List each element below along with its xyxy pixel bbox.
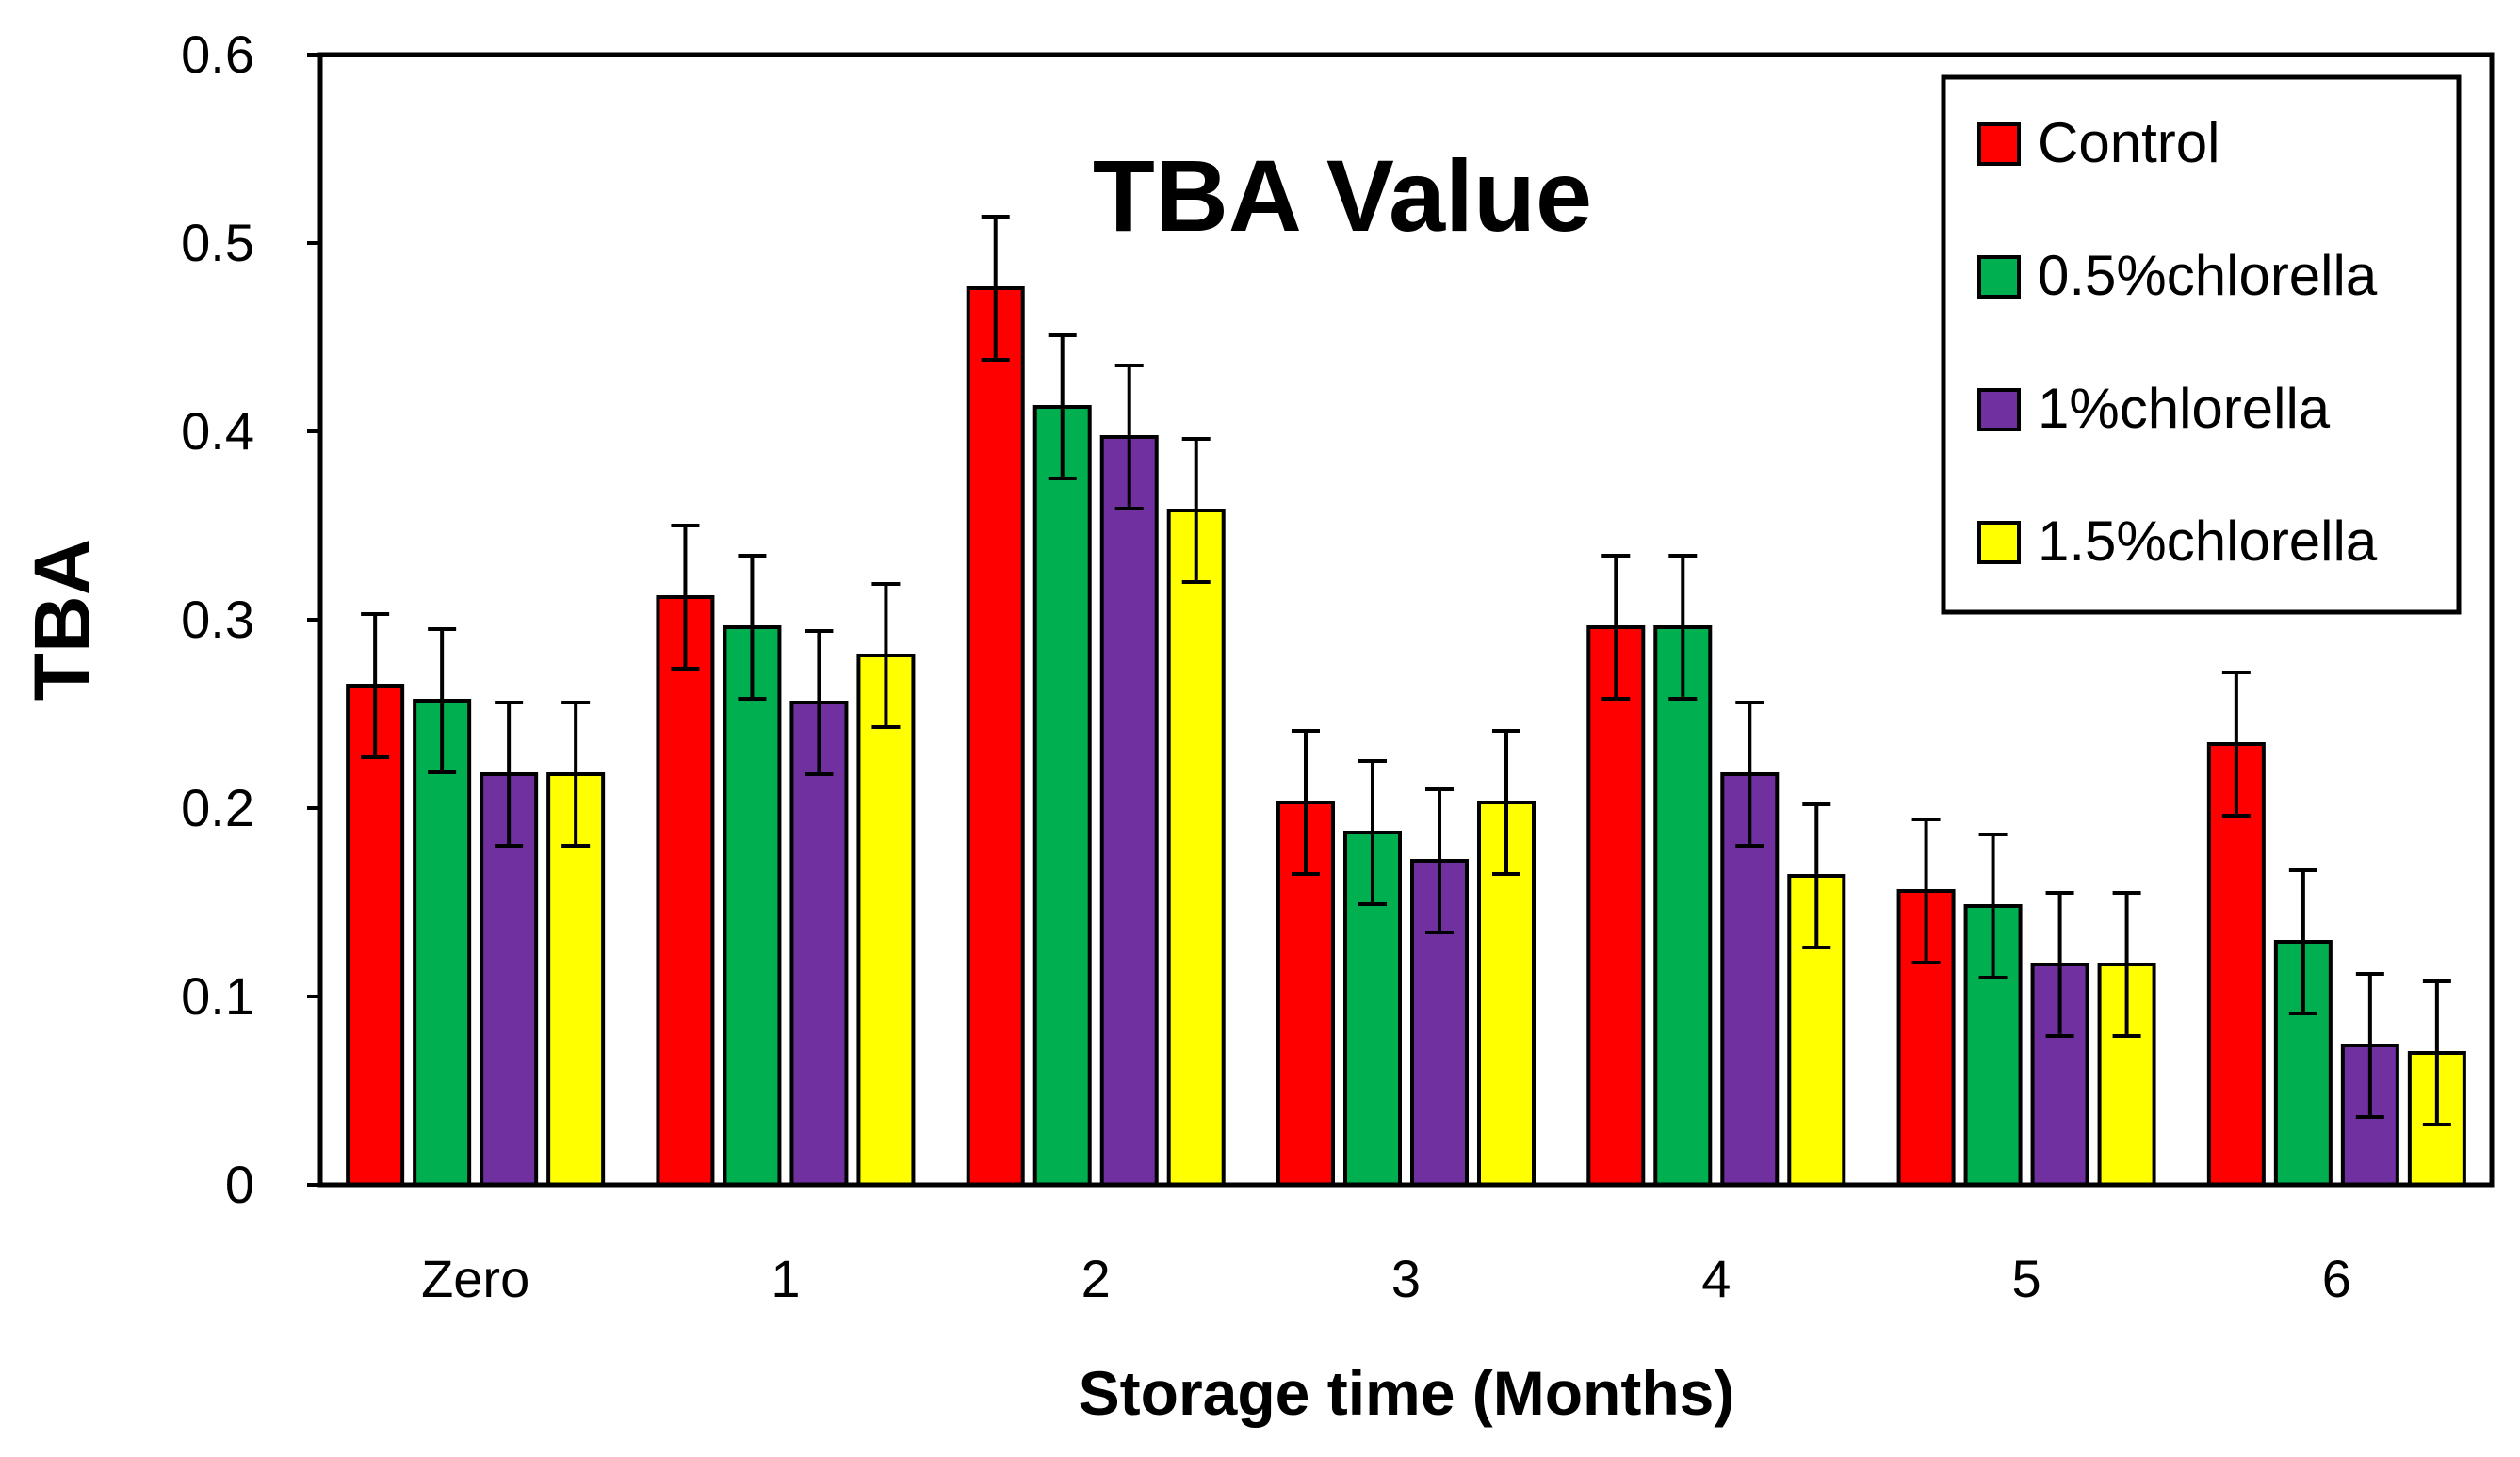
- bar-3-0: [546, 772, 606, 1187]
- bar-1-4: [1653, 625, 1713, 1187]
- x-tick-label: 6: [2322, 1249, 2351, 1308]
- legend-swatch-3: [1977, 521, 2021, 564]
- legend-label-0: Control: [2038, 111, 2219, 174]
- y-tick-label: 0: [225, 1155, 254, 1214]
- y-tick-label: 0.4: [181, 401, 254, 461]
- legend-swatch-1: [1977, 255, 2021, 299]
- y-tick-label: 0.3: [181, 590, 254, 649]
- bar-2-2: [1099, 435, 1159, 1187]
- x-tick-label: 5: [2011, 1249, 2040, 1308]
- legend-label-3: 1.5%chlorella: [2038, 510, 2378, 573]
- bar-1-1: [723, 625, 782, 1187]
- x-tick-label: 1: [771, 1249, 800, 1308]
- x-tick-label: Zero: [421, 1249, 529, 1308]
- bar-0-2: [966, 286, 1025, 1187]
- legend: Control 0.5%chlorella 1%chlorella 1.5%chlor…: [1941, 74, 2462, 615]
- bar-3-1: [856, 654, 916, 1187]
- bar-0-4: [1586, 625, 1646, 1187]
- x-tick-label: 2: [1081, 1249, 1111, 1308]
- bar-3-2: [1166, 509, 1226, 1187]
- bar-0-1: [656, 595, 715, 1187]
- legend-label-1: 0.5%chlorella: [2038, 244, 2378, 307]
- y-axis-label: TBA: [18, 539, 106, 702]
- y-tick-label: 0.2: [181, 778, 254, 837]
- bar-0-0: [346, 684, 405, 1187]
- legend-swatch-0: [1977, 122, 2021, 166]
- y-axis-ticks: 0 0.1 0.2 0.3 0.4 0.5 0.6: [181, 24, 320, 1214]
- y-tick-label: 0.6: [181, 24, 254, 84]
- x-tick-label: 4: [1701, 1249, 1731, 1308]
- bar-1-2: [1032, 405, 1092, 1187]
- error-bars-layer: [361, 215, 2451, 1126]
- y-tick-label: 0.5: [181, 213, 254, 272]
- x-axis-label: Storage time (Months): [1079, 1358, 1735, 1428]
- chart-title: TBA Value: [1093, 138, 1592, 252]
- legend-label-2: 1%chlorella: [2038, 377, 2331, 440]
- x-axis-ticks: Zero 1 2 3 4 5 6: [421, 1249, 2351, 1308]
- x-tick-label: 3: [1391, 1249, 1421, 1308]
- y-tick-label: 0.1: [181, 966, 254, 1026]
- legend-swatch-2: [1977, 388, 2021, 431]
- legend-frame: [1941, 74, 2462, 615]
